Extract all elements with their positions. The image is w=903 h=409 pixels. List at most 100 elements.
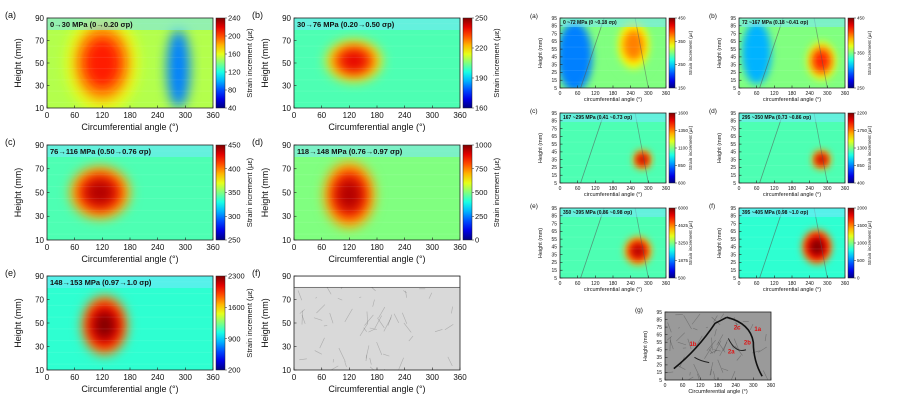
x-tick-label: 60: [317, 243, 326, 252]
panel-title: 350 ~395 MPa (0.86 ~0.98 σp): [563, 210, 632, 216]
panel-letter: (f): [709, 203, 715, 210]
texture-line: [344, 361, 347, 367]
y-tick-label: 65: [730, 134, 736, 140]
texture-line: [713, 371, 716, 378]
x-tick-label: 360: [453, 111, 467, 120]
x-tick-label: 240: [731, 383, 740, 389]
colorbar-tick-label: 250: [475, 14, 488, 23]
x-tick-label: 0: [559, 281, 562, 287]
cool-region: [741, 21, 772, 85]
y-tick-label: 95: [551, 16, 557, 22]
x-tick-label: 180: [370, 243, 384, 252]
title-banner: [294, 18, 460, 30]
x-axis-label: circumferential angle (°): [584, 287, 642, 293]
texture-line: [721, 368, 729, 371]
x-tick-label: 60: [575, 91, 581, 97]
colorbar-tick-label: 40: [228, 104, 236, 113]
x-tick-label: 300: [179, 243, 193, 252]
y-tick-label: 25: [551, 165, 557, 171]
colorbar-tick-label: 450: [678, 16, 686, 21]
colorbar-tick-label: 250: [857, 86, 865, 91]
panel-L-a: 0→30 MPa (0→0.20 σp) 0 60 120 180 240 300 360 10…: [5, 10, 254, 132]
texture-line: [749, 324, 754, 331]
x-tick-label: 360: [662, 186, 671, 192]
y-tick-label: 95: [730, 16, 736, 22]
title-banner: [560, 18, 666, 27]
texture-line: [669, 337, 671, 351]
texture-line: [717, 359, 724, 373]
crack-line: [580, 113, 605, 183]
colorbar-tick-label: 2000: [857, 206, 868, 211]
x-tick-label: 0: [45, 373, 50, 382]
x-tick-label: 240: [398, 243, 412, 252]
texture-line: [714, 328, 717, 337]
colorbar-tick-label: 160: [475, 104, 488, 113]
y-tick-label: 75: [551, 221, 557, 227]
colorbar-tick-label: 1750: [857, 128, 868, 133]
panel-L-b: 30→76 MPa (0.20→0.50 σp) 0 60 120 180 240 300 3…: [252, 10, 501, 132]
y-tick-label: 90: [282, 272, 291, 281]
crack-annotation: 1a: [754, 327, 761, 333]
title-banner: [739, 113, 845, 122]
colorbar-tick-label: 1300: [857, 146, 868, 151]
y-tick-label: 50: [35, 319, 44, 328]
texture-line: [314, 350, 323, 355]
crack-line: [759, 113, 784, 183]
colorbar-tick-label: 500: [857, 258, 865, 263]
y-tick-label: 70: [35, 165, 44, 174]
y-tick-label: 85: [656, 317, 662, 323]
colorbar: [215, 144, 226, 241]
x-tick-label: 300: [426, 111, 440, 120]
panel-letter: (b): [252, 10, 263, 20]
x-tick-label: 60: [754, 91, 760, 97]
y-tick-label: 45: [730, 150, 736, 156]
crack-line: [813, 113, 828, 183]
x-tick-label: 360: [453, 373, 467, 382]
panel-R-d: 295 ~350 MPa (0.73 ~0.86 σp) 0 60 120 180 240…: [709, 108, 873, 198]
title-banner: [560, 113, 666, 122]
texture-line: [338, 347, 346, 362]
texture-line: [299, 358, 307, 361]
texture-line: [376, 341, 383, 355]
y-tick-label: 65: [730, 229, 736, 235]
crack-line: [580, 18, 605, 88]
x-axis-label: circumferential angle (°): [584, 97, 642, 103]
x-tick-label: 0: [292, 243, 297, 252]
y-tick-label: 25: [730, 260, 736, 266]
y-tick-label: 25: [551, 260, 557, 266]
panel-R-f: 395 ~405 MPa (0.98 ~1.0 σp) 0 60 120 180 240 3…: [709, 203, 873, 293]
y-tick-label: 30: [35, 212, 44, 221]
x-tick-label: 180: [609, 186, 618, 192]
cool-region: [560, 21, 593, 88]
x-axis-label: Circumferential angle (°): [328, 384, 425, 394]
texture-line: [709, 362, 714, 376]
texture-line: [313, 317, 323, 321]
x-tick-label: 300: [426, 373, 440, 382]
colorbar-tick-label: 4625: [678, 223, 689, 228]
crack-line: [634, 18, 649, 88]
y-tick-label: 75: [656, 325, 662, 331]
texture-line: [723, 339, 728, 351]
texture-line: [315, 296, 317, 299]
x-tick-label: 300: [823, 91, 832, 97]
panel-title: 148→153 MPa (0.97→1.0 σp): [50, 278, 152, 287]
texture-line: [403, 322, 412, 333]
y-tick-label: 15: [730, 173, 736, 179]
y-tick-label: 90: [35, 141, 44, 150]
x-tick-label: 0: [292, 373, 297, 382]
colorbar-tick-label: 1000: [475, 141, 492, 150]
colorbar: [847, 207, 855, 279]
x-tick-label: 60: [317, 373, 326, 382]
title-banner: [47, 18, 213, 30]
x-tick-label: 360: [662, 281, 671, 287]
panel-letter: (f): [252, 268, 261, 278]
x-tick-label: 180: [123, 373, 137, 382]
y-tick-label: 95: [656, 310, 662, 316]
y-tick-label: 10: [35, 366, 44, 375]
x-tick-label: 240: [626, 186, 635, 192]
texture-line: [316, 304, 326, 314]
heatmap-field: [560, 18, 666, 88]
texture-line: [434, 329, 443, 333]
crack-line: [813, 18, 828, 88]
